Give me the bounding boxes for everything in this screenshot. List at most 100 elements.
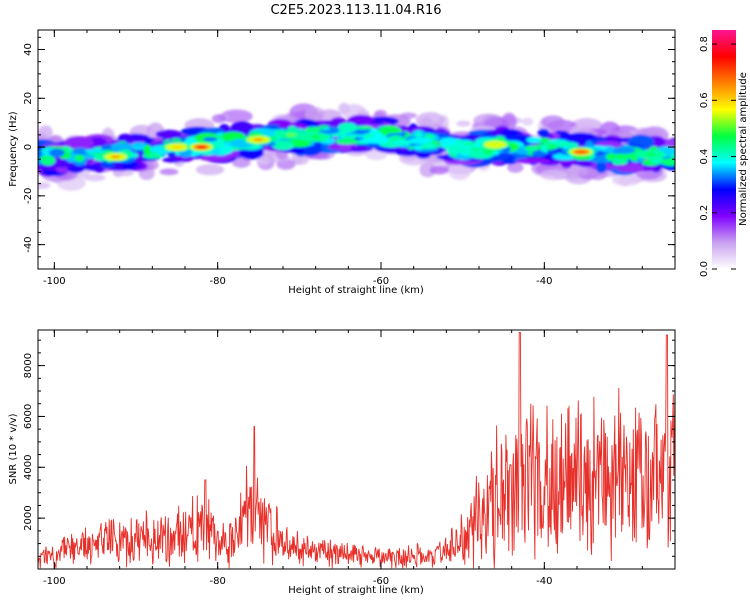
spectral-blob xyxy=(159,168,179,176)
spectral-blob xyxy=(515,158,551,164)
x-tick-label: -60 xyxy=(373,276,389,287)
spectral-blob xyxy=(155,129,183,139)
spectral-blob xyxy=(374,109,388,119)
spectral-blob xyxy=(392,139,412,146)
snr-line-area xyxy=(38,332,675,569)
spectral-peak xyxy=(645,152,656,157)
spectral-blob xyxy=(414,131,422,139)
x-tick-label: -40 xyxy=(536,576,552,587)
spectral-blob xyxy=(521,117,534,126)
spectral-peak xyxy=(253,138,264,142)
spectral-blob xyxy=(40,155,56,166)
spectral-blob xyxy=(501,112,517,131)
spectral-blob xyxy=(537,128,550,138)
spectral-blob xyxy=(231,155,251,168)
snr-ticks: -100 -80 -60 -40 2000 4000 6000 8000 xyxy=(23,330,676,587)
spectral-blob xyxy=(203,137,218,142)
spectrogram-ylabel: Frequency (Hz) xyxy=(8,111,19,187)
spectral-blob xyxy=(131,142,148,147)
spectral-blob xyxy=(456,120,471,127)
spectral-blob xyxy=(540,169,567,181)
x-tick-label: -80 xyxy=(209,276,225,287)
spectral-blob xyxy=(84,149,106,154)
spectral-blob xyxy=(84,174,106,182)
y-tick-label: -40 xyxy=(23,236,34,252)
snr-series-line xyxy=(38,332,675,569)
spectral-blob xyxy=(318,129,338,135)
spectrogram-panel: -100 -80 -60 -40 -40 -20 0 20 40 Height of strai… xyxy=(8,29,676,296)
snr-panel: -100 -80 -60 -40 2000 4000 6000 8000 Height of … xyxy=(8,329,676,596)
spectral-blob xyxy=(195,164,225,176)
colorbar-tick-label: 0.2 xyxy=(699,205,710,221)
snr-frame xyxy=(37,329,676,570)
spectral-blob xyxy=(49,148,65,158)
spectrogram-frame xyxy=(37,29,676,270)
spectral-blob xyxy=(595,161,608,174)
spectral-blob xyxy=(38,125,53,139)
colorbar: 0.0 0.2 0.4 0.6 0.8 Normalized spectral ampl… xyxy=(699,30,749,277)
spectral-blob xyxy=(38,182,51,189)
spectral-peak xyxy=(171,145,182,149)
colorbar-tick-label: 0.0 xyxy=(699,261,710,277)
spectrogram-xlabel: Height of straight line (km) xyxy=(288,285,424,296)
colorbar-tick-label: 0.4 xyxy=(699,149,710,165)
spectral-blob xyxy=(337,122,358,133)
spectral-blob xyxy=(143,144,152,155)
spectral-blob xyxy=(63,136,94,150)
spectral-peak xyxy=(286,133,297,137)
snr-xlabel: Height of straight line (km) xyxy=(288,585,424,596)
spectral-blob xyxy=(100,161,115,169)
spectral-blob xyxy=(335,138,358,145)
spectral-blob xyxy=(230,121,254,136)
spectral-blob xyxy=(114,169,134,177)
spectral-blob xyxy=(304,107,326,122)
spectral-blob xyxy=(415,112,445,129)
spectral-blob xyxy=(429,166,449,175)
spectral-blob xyxy=(145,160,159,171)
colorbar-tick-label: 0.6 xyxy=(699,92,710,108)
y-tick-label: 4000 xyxy=(23,455,34,480)
spectral-blob xyxy=(354,125,373,130)
y-tick-label: 6000 xyxy=(23,404,34,429)
spectral-blob xyxy=(292,154,309,165)
spectral-blob xyxy=(526,136,542,144)
spectral-blob xyxy=(117,133,134,144)
x-tick-label: -40 xyxy=(536,276,552,287)
spectral-blob xyxy=(419,162,437,178)
y-tick-label: 20 xyxy=(23,92,34,105)
spectral-blob xyxy=(507,162,524,173)
spectral-blob xyxy=(540,115,565,129)
snr-ylabel: SNR (10 * v/v) xyxy=(8,413,19,484)
spectral-blob xyxy=(613,146,636,154)
spectral-blob xyxy=(366,136,388,144)
spectral-peak xyxy=(196,145,207,149)
spectral-blob xyxy=(407,137,434,145)
spectral-blob xyxy=(445,147,472,154)
y-tick-label: -20 xyxy=(23,188,34,204)
spectral-blob xyxy=(448,162,471,181)
spectral-peak xyxy=(110,155,121,159)
spectral-blob xyxy=(523,145,540,152)
spectrogram-image xyxy=(38,102,675,191)
spectral-blob xyxy=(74,154,85,162)
spectral-blob xyxy=(660,158,675,167)
x-tick-label: -80 xyxy=(209,576,225,587)
colorbar-label: Normalized spectral amplitude xyxy=(738,72,749,226)
y-tick-label: 40 xyxy=(23,43,34,56)
spectrogram-blobs xyxy=(38,102,675,191)
x-tick-label: -100 xyxy=(43,276,66,287)
y-tick-label: 2000 xyxy=(23,505,34,530)
colorbar-ticks: 0.0 0.2 0.4 0.6 0.8 xyxy=(699,36,736,277)
spectral-blob xyxy=(605,153,617,161)
spectral-blob xyxy=(110,142,133,152)
spectral-blob xyxy=(211,114,227,124)
spectral-blob xyxy=(611,173,642,186)
x-tick-label: -100 xyxy=(43,576,66,587)
spectral-blob xyxy=(483,149,493,155)
x-tick-label: -60 xyxy=(373,576,389,587)
spectral-blob xyxy=(199,155,232,162)
spectral-peak xyxy=(490,142,501,147)
spectral-blob xyxy=(272,140,294,151)
spectral-blob xyxy=(72,147,90,155)
